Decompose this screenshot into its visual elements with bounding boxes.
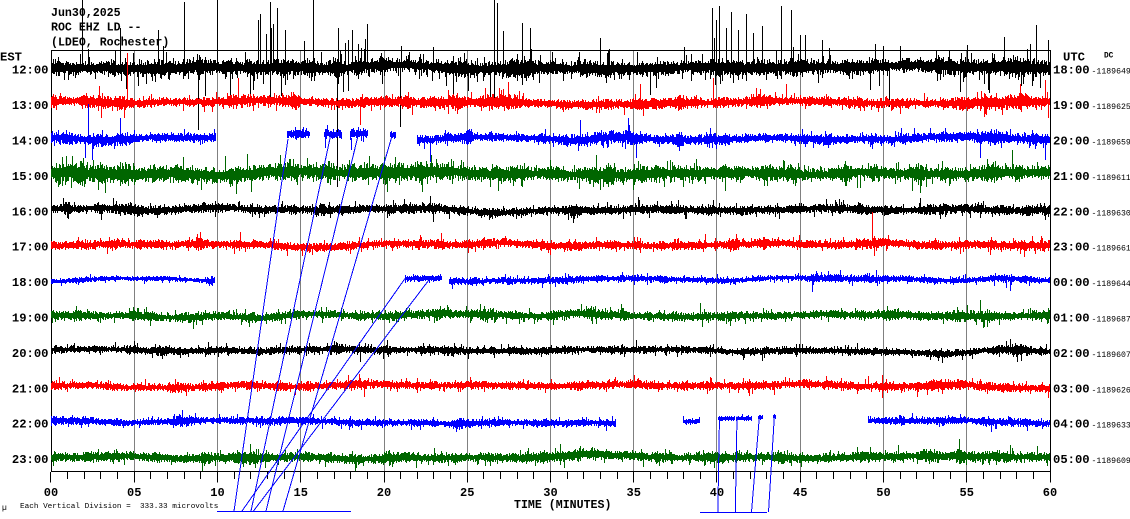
svg-text:02:00: 02:00 (1053, 347, 1090, 361)
svg-text:-1189607: -1189607 (1092, 351, 1130, 360)
svg-text:ROC EHZ LD --: ROC EHZ LD -- (51, 22, 141, 35)
svg-text:21:00: 21:00 (1053, 170, 1090, 184)
svg-text:Each Vertical Division = 333.: Each Vertical Division = 333.33 microvol… (20, 503, 218, 511)
svg-text:13:00: 13:00 (12, 99, 49, 113)
svg-text:01:00: 01:00 (1053, 312, 1090, 326)
svg-text:EST: EST (0, 51, 22, 65)
svg-text:-1189661: -1189661 (1092, 245, 1130, 254)
svg-text:-1189659: -1189659 (1092, 139, 1130, 148)
svg-text:18:00: 18:00 (1053, 64, 1090, 78)
svg-text:30: 30 (543, 486, 557, 500)
svg-text:15:00: 15:00 (12, 170, 49, 184)
svg-text:03:00: 03:00 (1053, 382, 1090, 396)
svg-text:18:00: 18:00 (12, 276, 49, 290)
svg-text:00: 00 (44, 486, 58, 500)
svg-text:19:00: 19:00 (12, 312, 49, 326)
svg-text:-1189611: -1189611 (1092, 174, 1130, 183)
svg-text:22:00: 22:00 (12, 418, 49, 432)
svg-text:05: 05 (127, 486, 141, 500)
svg-text:05:00: 05:00 (1053, 453, 1090, 467)
svg-text:-1189625: -1189625 (1092, 103, 1130, 112)
svg-text:20: 20 (377, 486, 391, 500)
svg-text:60: 60 (1043, 486, 1057, 500)
svg-text:16:00: 16:00 (12, 205, 49, 219)
svg-text:-1189630: -1189630 (1092, 209, 1130, 218)
svg-text:15: 15 (294, 486, 308, 500)
svg-text:45: 45 (793, 486, 807, 500)
svg-text:14:00: 14:00 (12, 135, 49, 149)
svg-text:40: 40 (710, 486, 724, 500)
svg-text:20:00: 20:00 (12, 347, 49, 361)
svg-text:(LDEO, Rochester): (LDEO, Rochester) (51, 37, 169, 50)
svg-text:UTC: UTC (1063, 51, 1085, 65)
svg-text:35: 35 (627, 486, 641, 500)
svg-text:-1189687: -1189687 (1092, 316, 1130, 325)
svg-text:-1189644: -1189644 (1092, 280, 1130, 289)
svg-text:22:00: 22:00 (1053, 205, 1090, 219)
svg-text:19:00: 19:00 (1053, 99, 1090, 113)
svg-text:55: 55 (960, 486, 974, 500)
svg-text:23:00: 23:00 (1053, 241, 1090, 255)
svg-text:-1189626: -1189626 (1092, 386, 1130, 395)
svg-text:TIME (MINUTES): TIME (MINUTES) (514, 499, 611, 512)
svg-text:-1189609: -1189609 (1092, 457, 1130, 466)
svg-text:10: 10 (210, 486, 224, 500)
svg-text:50: 50 (876, 486, 890, 500)
svg-text:DC: DC (1104, 53, 1114, 61)
svg-text:21:00: 21:00 (12, 382, 49, 396)
svg-text:17:00: 17:00 (12, 241, 49, 255)
svg-text:-1189633: -1189633 (1092, 422, 1130, 431)
svg-text:25: 25 (460, 486, 474, 500)
svg-text:µ: µ (2, 504, 7, 513)
svg-text:-1189649: -1189649 (1092, 68, 1130, 77)
svg-text:12:00: 12:00 (12, 64, 49, 78)
svg-text:00:00: 00:00 (1053, 276, 1090, 290)
svg-text:Jun30,2025: Jun30,2025 (51, 7, 121, 20)
svg-text:20:00: 20:00 (1053, 135, 1090, 149)
svg-text:23:00: 23:00 (12, 453, 49, 467)
svg-text:04:00: 04:00 (1053, 418, 1090, 432)
